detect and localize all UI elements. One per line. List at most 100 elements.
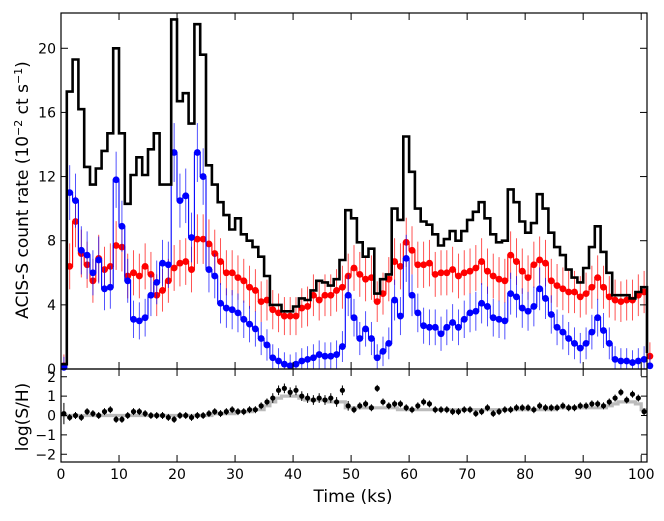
hardness-point (641, 409, 647, 415)
hardness-point (310, 397, 316, 403)
point-soft (611, 296, 619, 304)
point-soft (373, 298, 381, 306)
hardness-point (566, 405, 572, 411)
hardness-point (212, 409, 218, 415)
point-soft (426, 259, 433, 267)
point-hard (536, 285, 544, 293)
point-soft (327, 291, 335, 299)
point-hard (77, 246, 85, 254)
hardness-point (200, 412, 206, 419)
point-hard (582, 339, 590, 347)
top-y-axis-label-part: ) (13, 61, 33, 68)
hardness-point (415, 403, 421, 409)
point-hard (188, 234, 195, 241)
hardness-point (154, 412, 160, 419)
y-tick-label-bottom: −2 (35, 447, 56, 463)
point-soft (565, 288, 573, 296)
point-hard (106, 283, 114, 291)
hardness-point (508, 407, 514, 413)
point-soft (582, 290, 590, 298)
top-y-axis-label-part: ACIS-S count rate (10 (13, 136, 33, 319)
point-soft (280, 312, 288, 320)
point-soft (321, 291, 329, 299)
hardness-point (513, 405, 520, 411)
hardness-point (426, 401, 433, 407)
hardness-point (339, 387, 345, 393)
x-tick-label: 30 (226, 467, 244, 483)
point-soft (217, 258, 224, 265)
point-hard (542, 295, 549, 302)
point-hard (315, 351, 323, 358)
y-tick-label-bottom: −1 (35, 428, 56, 444)
point-soft (449, 266, 457, 273)
hardness-point (90, 410, 96, 417)
point-soft (135, 272, 143, 280)
point-hard (159, 259, 166, 267)
point-soft (199, 235, 207, 243)
hardness-point (421, 399, 427, 405)
point-hard (478, 299, 486, 307)
point-hard (611, 355, 619, 363)
point-hard (246, 320, 253, 328)
x-tick-label: 100 (628, 467, 655, 483)
point-soft (576, 293, 584, 301)
hardness-point (629, 391, 636, 397)
y-tick-label-bottom: 0 (47, 409, 56, 425)
point-hard (193, 149, 201, 156)
point-hard (420, 322, 428, 330)
hardness-point (125, 412, 131, 419)
point-hard (356, 335, 364, 342)
point-hard (368, 335, 375, 342)
point-soft (571, 288, 578, 296)
point-soft (176, 259, 184, 267)
hardness-point (299, 393, 305, 399)
point-soft (182, 258, 190, 265)
hardness-point (432, 407, 438, 413)
point-soft (315, 296, 323, 304)
point-hard (251, 325, 259, 333)
series-soft (60, 195, 654, 370)
point-soft (553, 282, 561, 290)
point-soft (559, 285, 567, 293)
x-tick-label: 50 (342, 467, 360, 483)
point-hard (379, 347, 387, 355)
hardness-point (444, 407, 450, 413)
point-soft (588, 283, 596, 291)
y-tick-label-top: 12 (38, 170, 56, 186)
point-hard (431, 323, 439, 331)
point-hard (373, 354, 381, 362)
point-hard (101, 285, 108, 293)
hardness-point (380, 399, 386, 405)
point-hard (112, 176, 120, 184)
hardness-point (119, 416, 125, 422)
point-hard (414, 309, 422, 317)
point-hard (623, 357, 631, 365)
point-hard (182, 192, 190, 200)
hardness-point (455, 409, 462, 415)
point-hard (83, 251, 91, 259)
point-soft (542, 259, 549, 267)
point-soft (507, 251, 515, 259)
point-soft (431, 270, 439, 278)
point-hard (217, 299, 224, 307)
hardness-point (328, 395, 334, 401)
point-soft (513, 258, 520, 265)
top-y-axis-label-part: −2 (12, 120, 25, 136)
hardness-point (107, 407, 113, 413)
point-hard (466, 309, 474, 317)
point-hard (495, 315, 503, 323)
hardness-point (479, 409, 485, 415)
point-soft (455, 272, 462, 280)
hardness-point (113, 416, 119, 422)
point-hard (605, 339, 613, 347)
point-hard (576, 344, 584, 352)
hardness-point (183, 412, 189, 419)
top-y-axis-label-part: −1 (12, 68, 25, 84)
hardness-point (438, 407, 444, 413)
point-hard (501, 317, 509, 325)
hardness-point (374, 385, 380, 391)
top-y-axis-label-part: ct s (13, 84, 33, 120)
step-line-total (61, 18, 649, 366)
hardness-point (136, 409, 142, 415)
point-hard (327, 352, 335, 360)
